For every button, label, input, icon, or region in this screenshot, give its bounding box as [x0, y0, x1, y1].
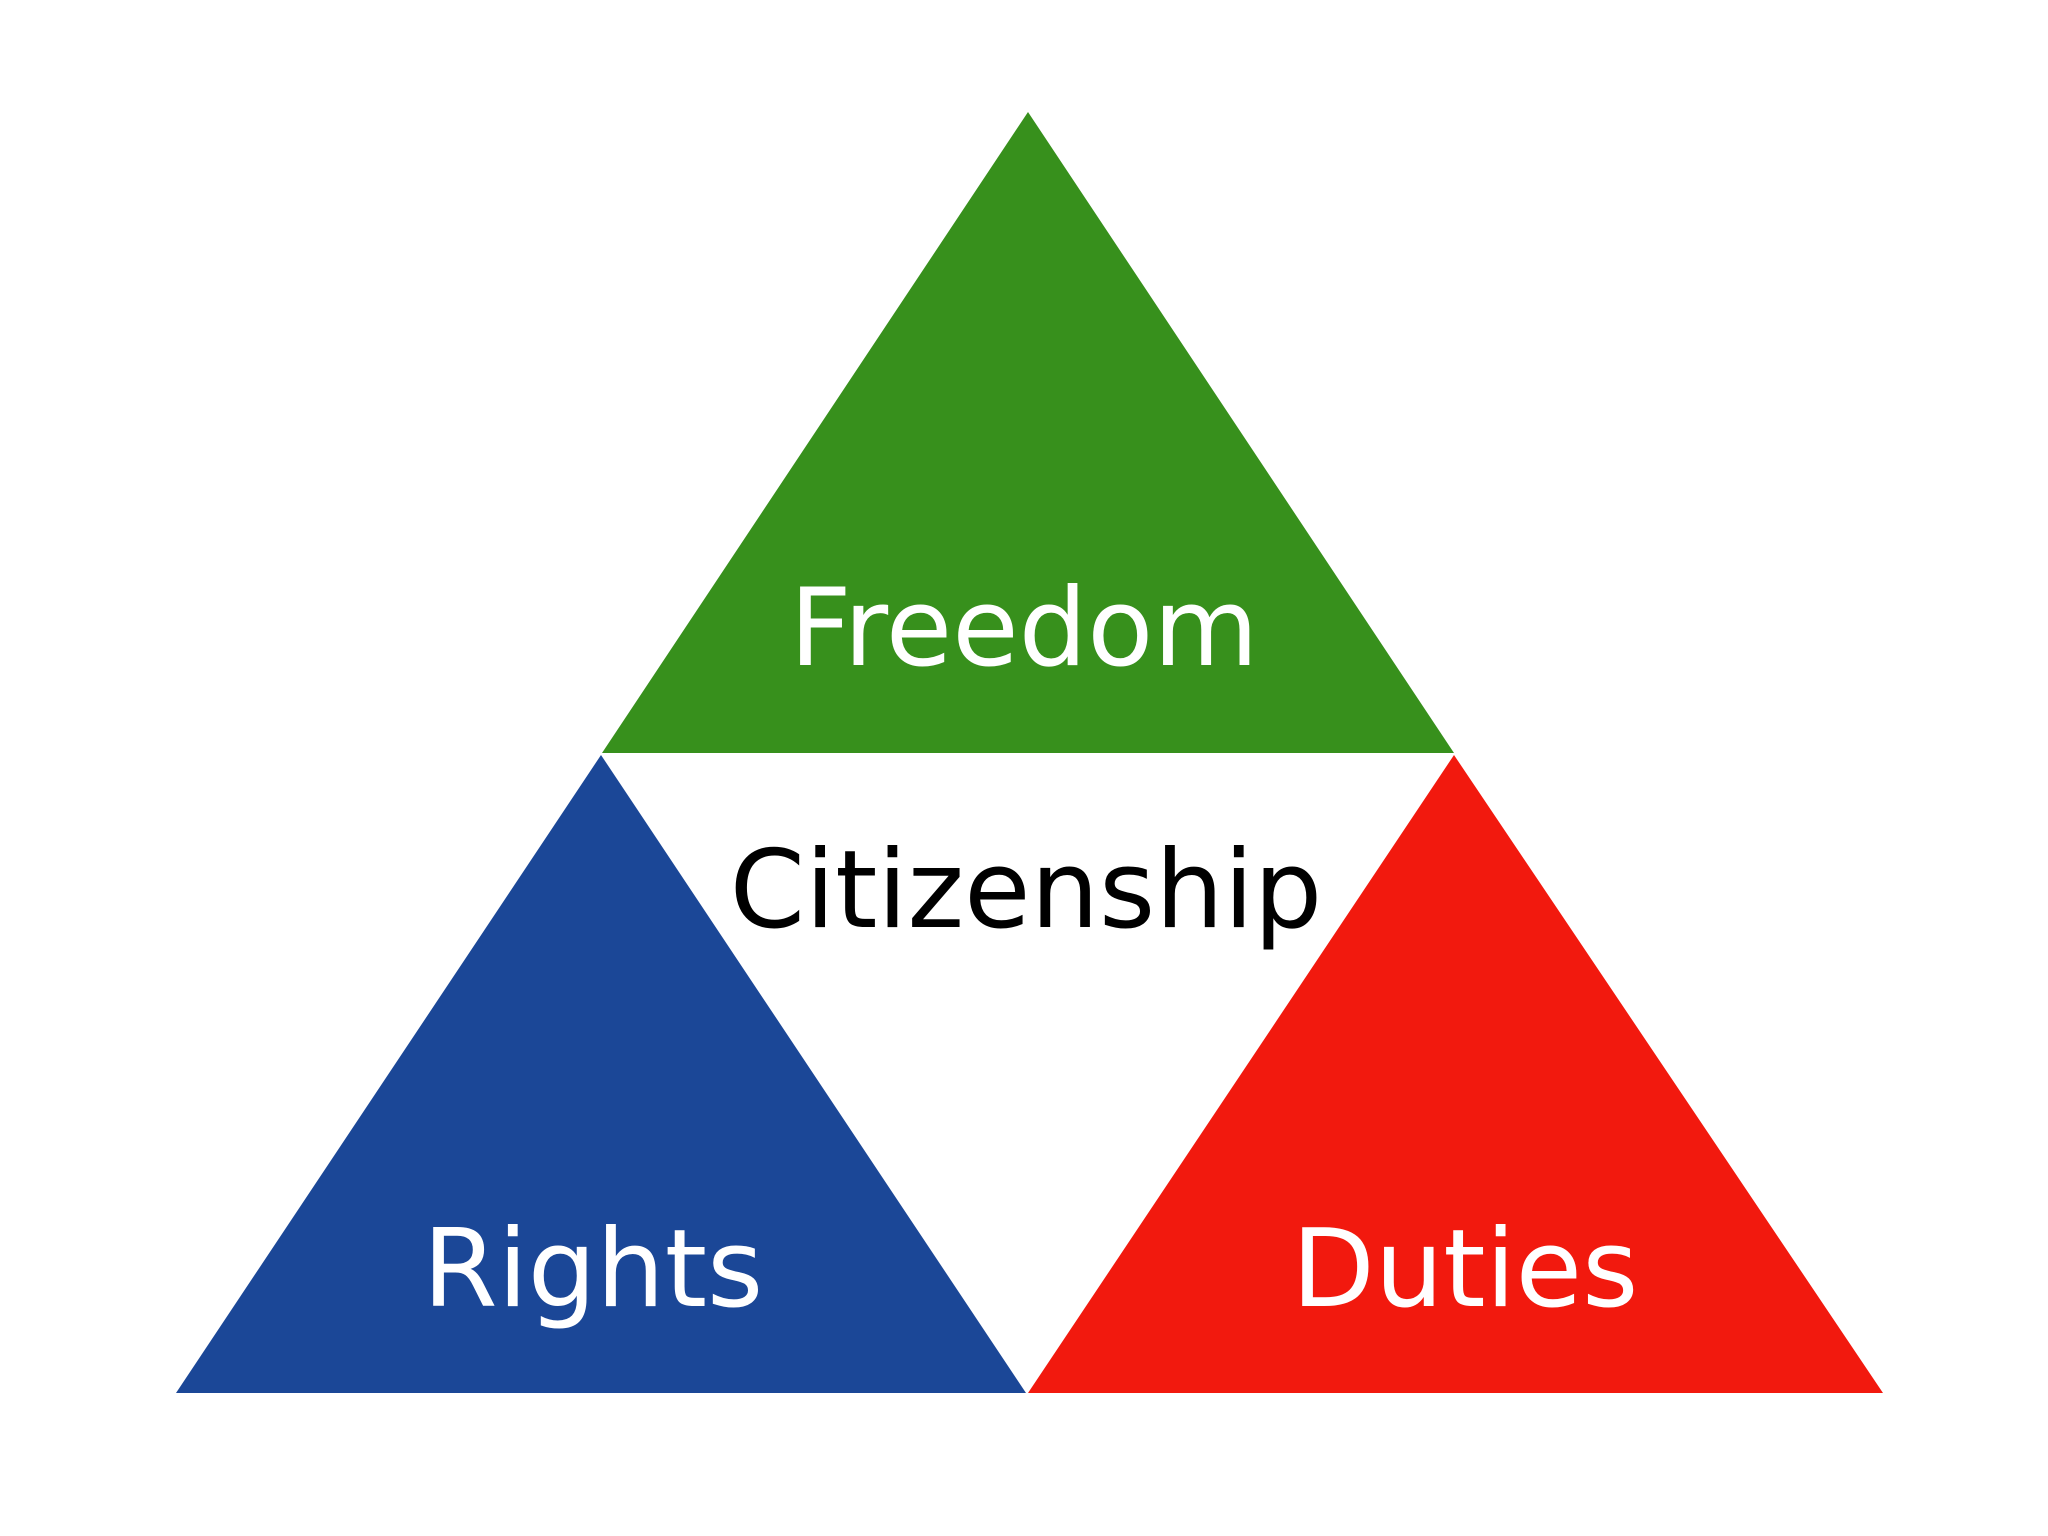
duties-triangle	[1028, 755, 1883, 1393]
citizenship-label: Citizenship	[730, 828, 1323, 953]
freedom-label: Freedom	[789, 566, 1258, 691]
duties-label: Duties	[1292, 1207, 1639, 1332]
rights-label: Rights	[423, 1207, 764, 1332]
freedom-triangle	[602, 112, 1454, 753]
rights-triangle	[176, 755, 1026, 1393]
